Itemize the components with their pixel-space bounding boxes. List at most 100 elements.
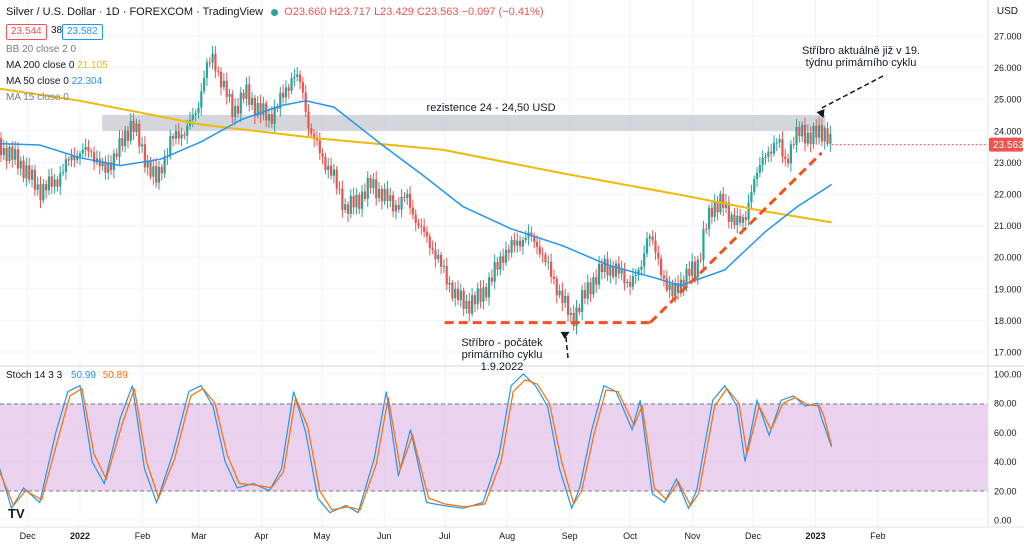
candle-body xyxy=(795,126,798,146)
candle-body xyxy=(431,247,434,250)
candle-body xyxy=(620,268,623,274)
candle-body xyxy=(471,295,474,314)
candle-body xyxy=(242,92,245,99)
resistance-label: rezistence 24 - 24,50 USD xyxy=(427,102,556,114)
candle-body xyxy=(547,261,550,263)
candle-body xyxy=(214,53,217,71)
buy-price-box[interactable]: 23.582 xyxy=(62,24,103,40)
candle-body xyxy=(78,153,82,157)
ohlc-low: L23.429 xyxy=(374,6,414,18)
candle-body xyxy=(358,194,361,209)
candle-body xyxy=(42,184,45,201)
candle-body xyxy=(349,195,352,214)
candle-body xyxy=(45,184,48,191)
candle-body xyxy=(662,275,666,279)
candle-body xyxy=(462,290,465,310)
resistance-zone[interactable] xyxy=(102,115,826,131)
candle-body xyxy=(784,156,787,159)
candle-body xyxy=(586,282,589,299)
indicator-bb[interactable]: BB 20 close 2 0 xyxy=(6,44,77,55)
candle-body xyxy=(236,105,240,114)
candle-body xyxy=(140,144,144,147)
candle-body xyxy=(160,167,163,174)
candle-body xyxy=(722,193,725,208)
candle-body xyxy=(643,253,646,267)
support-lines xyxy=(444,151,823,325)
candle-body xyxy=(81,149,84,154)
candle-body xyxy=(211,53,214,63)
candle-body xyxy=(434,249,437,260)
candle-body xyxy=(203,77,206,92)
candle-body xyxy=(338,188,341,190)
candle-body xyxy=(451,282,454,299)
candle-body xyxy=(315,138,319,141)
indicator-ma15[interactable]: MA 15 close 0 xyxy=(6,92,69,103)
candle-body xyxy=(736,215,739,225)
candle-body xyxy=(581,290,584,313)
candle-body xyxy=(614,263,618,277)
indicator-ma200[interactable]: MA 200 close 0 21.105 xyxy=(6,60,108,71)
candle-body xyxy=(631,276,635,287)
candle-body xyxy=(219,71,223,88)
time-tick-label: Aug xyxy=(499,531,515,541)
time-tick-label: Dec xyxy=(745,531,762,541)
candle-body xyxy=(33,169,36,190)
candle-body xyxy=(521,240,524,247)
candle-body xyxy=(109,162,113,171)
candle-body xyxy=(786,158,790,164)
candle-body xyxy=(423,226,426,232)
stoch-k-line xyxy=(0,373,833,514)
stoch-tick-label: 0.00 xyxy=(994,516,1012,526)
price-tick-label: 19.000 xyxy=(994,284,1022,294)
candle-body xyxy=(623,268,626,284)
candle-body xyxy=(383,188,386,202)
candle-body xyxy=(775,142,778,144)
candle-body xyxy=(603,258,606,273)
candle-body xyxy=(56,179,59,187)
candle-body xyxy=(552,276,556,280)
candle-body xyxy=(64,159,67,172)
candle-body xyxy=(267,114,271,121)
candle-body xyxy=(442,265,446,267)
candle-body xyxy=(578,307,581,313)
last-price-badge xyxy=(989,137,1023,152)
candle-body xyxy=(482,287,485,302)
candle-body xyxy=(372,179,375,188)
candle-body xyxy=(476,288,479,305)
symbol-title[interactable]: Silver / U.S. Dollar · 1D · FOREXCOM · T… xyxy=(6,6,264,18)
candle-body xyxy=(197,107,200,113)
candle-body xyxy=(437,254,440,260)
candle-body xyxy=(50,176,53,187)
candle-body xyxy=(321,153,324,157)
stoch-legend[interactable]: Stoch 14 3 3 50.99 50.89 xyxy=(6,370,128,381)
last-price-label: 23.563 xyxy=(993,140,1024,151)
indicator-ma50[interactable]: MA 50 close 0 22.304 xyxy=(6,76,103,87)
candle-body xyxy=(445,265,448,285)
sell-price-box[interactable]: 23.544 xyxy=(6,24,47,40)
currency-selector[interactable]: USD xyxy=(996,6,1018,17)
candle-body xyxy=(248,84,251,105)
candle-body xyxy=(758,165,761,173)
stoch-axis: 100.00 80.00 60.00 40.00 20.00 0.00 xyxy=(994,370,1022,526)
candle-body xyxy=(705,228,708,230)
support-line xyxy=(649,151,823,324)
price-tick-label: 18.000 xyxy=(994,316,1022,326)
ohlc-close: C23.563 xyxy=(416,6,459,18)
price-tick-label: 23.000 xyxy=(994,158,1022,168)
candle-body xyxy=(112,153,115,171)
candle-body xyxy=(812,125,815,145)
candle-body xyxy=(411,207,414,215)
candle-body xyxy=(609,266,612,276)
candle-body xyxy=(592,277,595,295)
candle-body xyxy=(171,135,175,139)
candle-body xyxy=(389,195,392,202)
candle-body xyxy=(558,290,561,296)
candle-body xyxy=(781,139,784,157)
ohlc-open: O23.660 xyxy=(284,6,327,18)
candle-body xyxy=(589,282,592,295)
candle-body xyxy=(456,288,460,301)
stoch-label: Stoch 14 3 3 xyxy=(6,370,63,381)
candle-body xyxy=(186,125,189,136)
tradingview-logo[interactable]: TV xyxy=(8,506,25,521)
